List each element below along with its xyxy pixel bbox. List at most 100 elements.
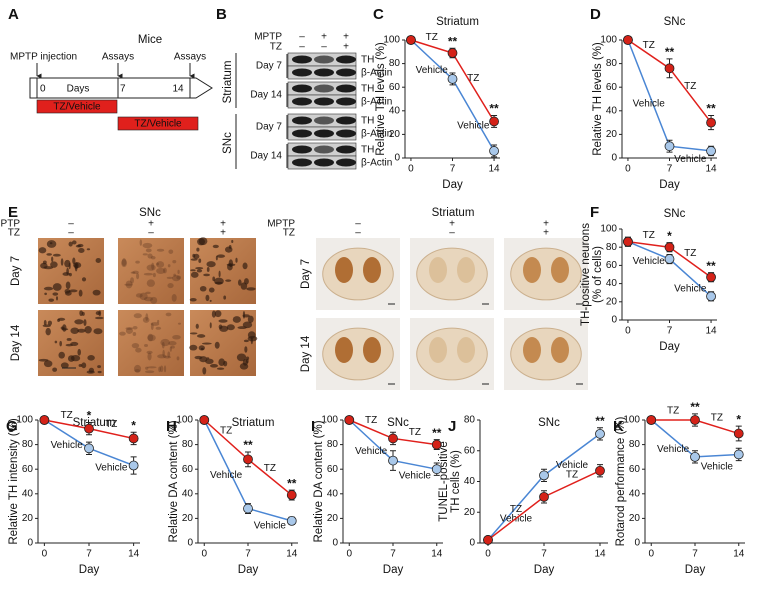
treatment-sign: + — [321, 32, 327, 43]
cell — [151, 262, 155, 270]
y-tick-label: 100 — [383, 35, 400, 46]
y-tick-label: 60 — [327, 464, 339, 475]
cell — [171, 294, 177, 302]
cell — [93, 328, 103, 335]
y-tick-label: 60 — [464, 445, 476, 456]
cell — [203, 273, 211, 277]
cell — [124, 283, 134, 286]
series-label: TZ — [409, 427, 421, 438]
cell — [52, 292, 59, 296]
treatment-name: MPTP — [0, 219, 20, 230]
y-tick-label: 0 — [634, 538, 640, 549]
significance: * — [87, 409, 92, 423]
data-point — [128, 433, 139, 444]
significance: ** — [448, 34, 458, 48]
striatum — [457, 337, 475, 363]
cell — [190, 269, 196, 272]
y-axis-label: (% of cells) — [592, 246, 604, 303]
cell — [226, 263, 236, 267]
cell — [146, 264, 156, 271]
x-tick-label: 14 — [128, 549, 140, 560]
cell — [78, 364, 83, 367]
y-tick-label: 100 — [600, 224, 617, 235]
cell — [205, 358, 214, 365]
significance: ** — [595, 414, 605, 428]
panel-letter: I — [311, 418, 315, 435]
striatum — [523, 337, 541, 363]
blot-band — [314, 97, 334, 106]
x-axis-label: Day — [442, 179, 463, 191]
treatment-name: MPTP — [267, 219, 295, 230]
x-tick-label: 14 — [489, 164, 501, 175]
cell — [245, 356, 250, 360]
cell — [232, 316, 241, 323]
data-point — [690, 451, 700, 462]
y-tick-label: 40 — [22, 488, 34, 499]
cell — [189, 297, 197, 302]
chart-title: SNc — [387, 417, 409, 429]
cell — [38, 247, 47, 254]
cell — [77, 328, 86, 333]
y-axis-label: Relative TH levels (%) — [375, 42, 387, 156]
blot-band — [314, 68, 334, 77]
data-point — [595, 428, 605, 439]
cell — [43, 360, 53, 368]
cell — [132, 270, 139, 274]
data-point — [483, 535, 493, 545]
cell — [72, 257, 76, 265]
cell — [70, 341, 79, 346]
cell — [216, 254, 226, 258]
data-point — [447, 48, 458, 58]
cell — [200, 347, 204, 351]
x-tick-label: 14 — [733, 549, 745, 560]
cell — [125, 327, 133, 334]
x-axis-label: Day — [383, 564, 404, 576]
panel-letter: C — [373, 6, 384, 23]
cell — [81, 277, 87, 282]
cell — [176, 356, 180, 361]
cell — [163, 365, 167, 373]
significance: ** — [489, 102, 499, 116]
cell — [52, 283, 62, 291]
cell — [218, 270, 221, 278]
data-point — [489, 146, 499, 156]
data-point — [344, 415, 355, 425]
cell — [130, 277, 134, 284]
cell — [52, 253, 61, 257]
data-point — [664, 63, 675, 74]
blot-band — [292, 145, 312, 154]
significance: * — [131, 418, 136, 432]
chart-title: SNc — [664, 208, 686, 220]
cell — [71, 240, 77, 245]
data-point — [664, 254, 675, 264]
day-label: Day 14 — [250, 151, 282, 162]
y-tick-label: 80 — [629, 439, 641, 450]
series-label: Vehicle — [556, 460, 589, 471]
striatum — [363, 257, 381, 283]
y-tick-label: 20 — [606, 129, 618, 140]
cell — [135, 347, 142, 353]
treatment-sign: + — [148, 219, 154, 230]
cell — [219, 325, 229, 332]
blot-band — [336, 129, 356, 138]
cell — [50, 261, 58, 268]
cell — [139, 292, 148, 301]
day-label: Day 14 — [250, 90, 282, 101]
treatment-sign: – — [68, 219, 74, 230]
treatment-sign: + — [220, 228, 226, 239]
y-tick-label: 20 — [327, 513, 339, 524]
cell — [92, 289, 101, 296]
panel-letter: F — [590, 204, 599, 221]
data-point — [733, 428, 744, 439]
x-tick-label: 0 — [648, 549, 654, 560]
brain-slice — [510, 327, 582, 381]
day-label: Day 7 — [256, 61, 283, 72]
cell — [166, 276, 174, 280]
cell — [83, 319, 87, 327]
cell — [58, 351, 65, 359]
micrograph — [118, 310, 184, 376]
cell — [40, 262, 48, 269]
chart-title: Striatum — [232, 417, 275, 429]
cell — [196, 269, 203, 273]
cell — [223, 295, 227, 300]
